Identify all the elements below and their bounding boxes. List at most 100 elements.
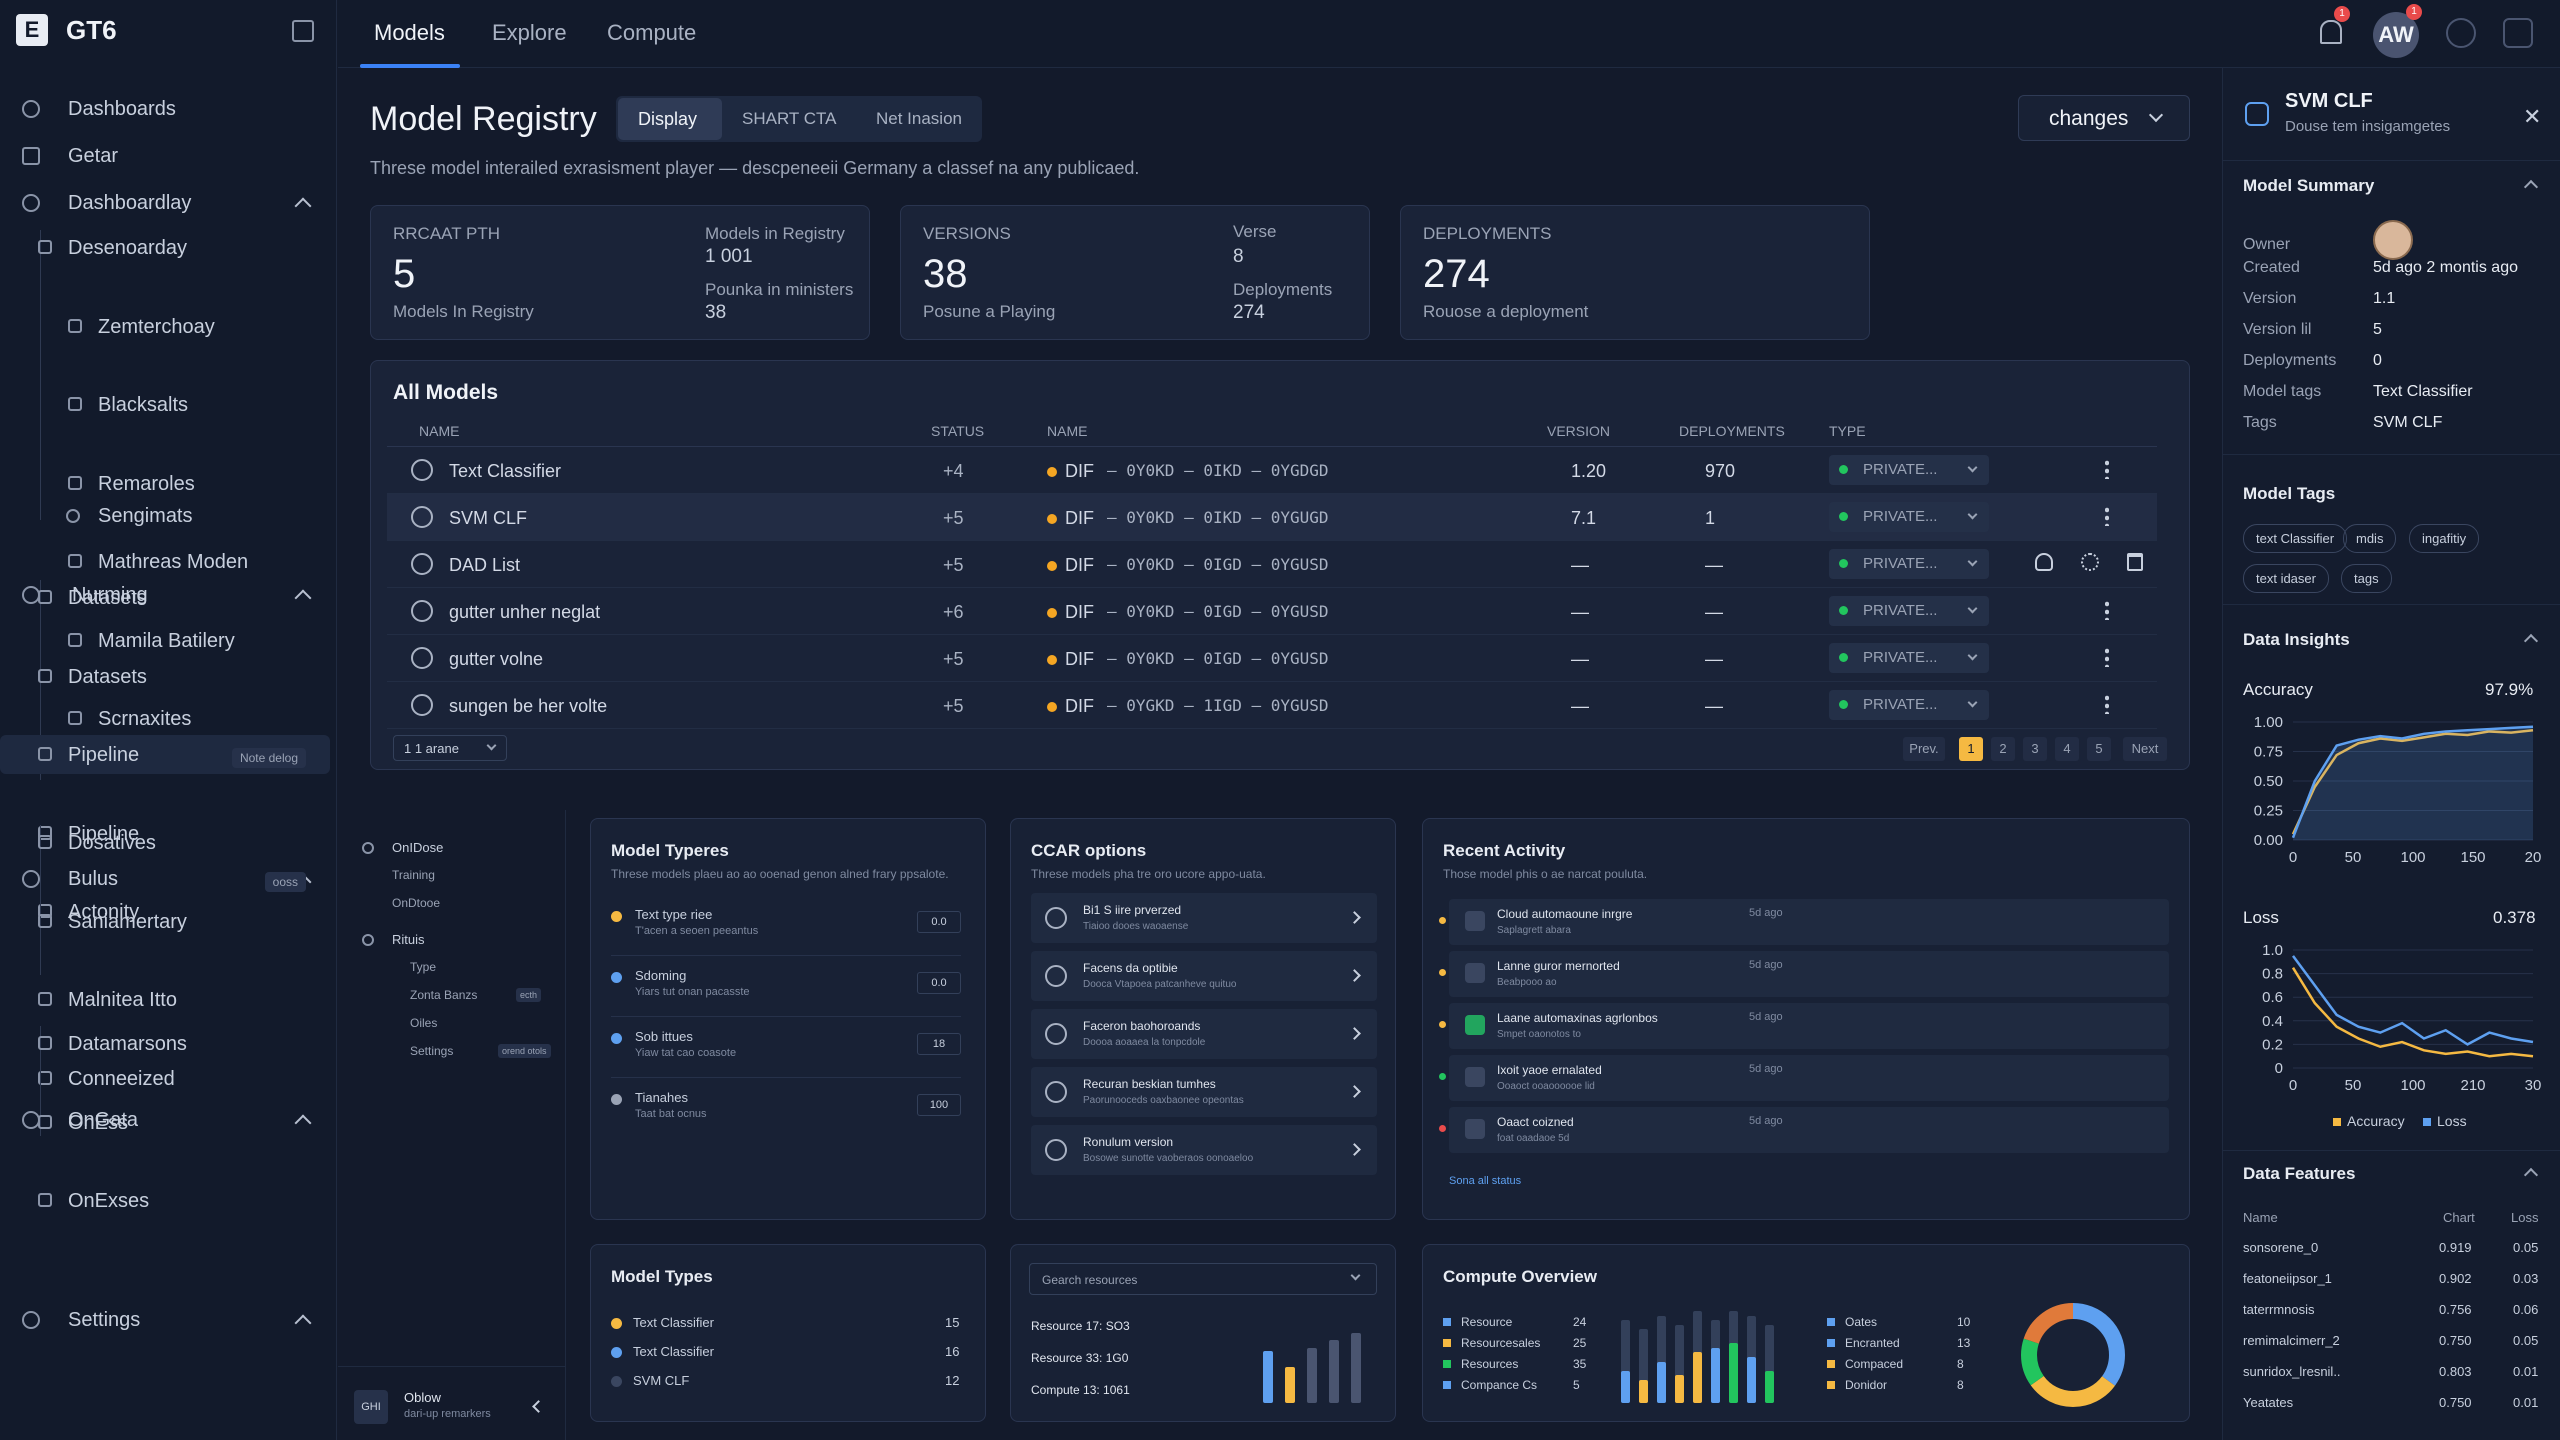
item-value[interactable]: 100 [917,1094,961,1116]
sidebar-item-onexses[interactable]: OnExses [0,1181,337,1220]
tag-chip[interactable]: text idaser [2243,564,2329,593]
list-item[interactable]: Text type riee T'acen a seoen peeantus [635,907,758,937]
tag-chip[interactable]: text Classifier [2243,524,2348,553]
chevron-up-icon[interactable] [294,197,312,215]
sidebar-item-getar[interactable]: Getar [0,137,337,176]
logo[interactable]: E GT6 [16,14,117,46]
option-item[interactable]: Bi1 S iire prverzed Tiaioo dooes waoaense [1031,893,1377,943]
filter-group-title[interactable]: Rituis [392,932,425,947]
sidebar-item-malnitea-itto[interactable]: Malnitea Itto [0,980,337,1019]
gear-icon[interactable] [2081,553,2099,571]
sidebar-item-mathreas-moden[interactable]: Mathreas Moden [0,542,337,581]
model-name[interactable]: SVM CLF [449,508,528,528]
search-resources-select[interactable]: Gearch resources [1029,1263,1377,1295]
sidebar-item-sengimats[interactable]: Sengimats [0,497,337,536]
tab-explore[interactable]: Explore [492,20,567,45]
sidebar-item-settings[interactable]: Settings [0,1301,337,1340]
sidebar-item-zemterchoay[interactable]: Zemterchoay [0,307,337,346]
pager-page[interactable]: 1 [1959,737,1983,761]
table-row[interactable]: sungen be her volte +5 DIF — 0YGKD — 1IGD —… [387,682,2157,729]
see-all-status-link[interactable]: Sona all status [1449,1175,1522,1187]
filter-item[interactable]: Zonta Banzs [410,988,478,1002]
list-item[interactable]: Sdoming Yiars tut onan pacasste [635,968,750,998]
option-item[interactable]: Facens da optibie Dooca Vtapoea patcanhev… [1031,951,1377,1001]
sidebar-item-oness[interactable]: OnEss [0,1103,337,1142]
activity-item[interactable]: Laane automaxinas agrlonbos Smpet oaonoto… [1449,1003,2169,1049]
type-select[interactable]: PRIVATE... [1829,596,1989,626]
more-menu-icon[interactable] [2105,694,2109,714]
bell-icon[interactable] [2320,20,2342,44]
item-value[interactable]: 0.0 [917,911,961,933]
pager-page[interactable]: 4 [2055,737,2079,761]
sidebar-item-datasets[interactable]: Datasets [0,578,337,617]
tag-chip[interactable]: mdis [2343,524,2397,553]
sidebar-item-conneeized[interactable]: Conneeized [0,1059,337,1098]
more-menu-icon[interactable] [2105,600,2109,620]
sidebar-item-saniamertary[interactable]: Saniamertary [0,902,337,941]
model-name[interactable]: sungen be her volte [449,696,608,716]
chevron-left-icon[interactable] [532,1400,545,1413]
table-row[interactable]: SVM CLF +5 DIF — 0Y0KD — 0IKD — 0YGUGD 7.1 1 P… [387,494,2157,541]
activity-item[interactable]: Oaact coizned foat oaadaoe 5d 5d ago [1449,1107,2169,1153]
activity-item[interactable]: Cloud automaoune inrgre Saplagrett abara 5… [1449,899,2169,945]
table-row[interactable]: Text Classifier +4 DIF — 0Y0KD — 0IKD — 0YG… [387,447,2157,494]
type-select[interactable]: PRIVATE... [1829,502,1989,532]
close-icon[interactable]: ✕ [2523,104,2542,129]
changes-dropdown[interactable]: changes [2018,95,2190,141]
model-name[interactable]: DAD List [449,555,521,575]
model-name[interactable]: gutter volne [449,649,544,669]
sidebar-item-remaroles[interactable]: Remaroles [0,464,337,503]
filter-item[interactable]: Type [410,960,437,974]
type-select[interactable]: PRIVATE... [1829,455,1989,485]
filter-item[interactable]: Training [392,868,435,882]
sidebar-section-bulus[interactable]: Bulus [0,860,337,899]
table-row[interactable]: gutter volne +5 DIF — 0Y0KD — 0IGD — 0YGUSD… [387,635,2157,682]
sidebar-item-pipeline[interactable]: Pipeline [0,814,337,853]
chevron-up-icon[interactable] [2523,179,2539,195]
list-item[interactable]: Sob ittues Yiaw tat cao coasote [635,1029,736,1059]
pager-page[interactable]: 5 [2087,737,2111,761]
info-icon[interactable] [2446,18,2476,48]
pager-prev[interactable]: Prev. [1903,737,1945,761]
filter-group-title[interactable]: OnIDose [392,840,444,855]
tab-compute[interactable]: Compute [607,20,697,45]
filter-item[interactable]: Oiles [410,1016,438,1030]
item-value[interactable]: 0.0 [917,972,961,994]
type-select[interactable]: PRIVATE... [1829,549,1989,579]
activity-item[interactable]: Ixoit yaoe ernalated Ooaoct ooaoooooe lid… [1449,1055,2169,1101]
item-value[interactable]: 18 [917,1033,961,1055]
chevron-up-icon[interactable] [2523,633,2539,649]
chevron-up-icon[interactable] [294,1314,312,1332]
more-menu-icon[interactable] [2105,506,2109,526]
pager-next[interactable]: Next [2123,737,2167,761]
option-item[interactable]: Faceron baohoroands Doooa aoaaea la tonpc… [1031,1009,1377,1059]
collapse-sidebar-icon[interactable] [292,20,314,42]
activity-item[interactable]: Lanne guror mernorted Beabpooo ao 5d ago [1449,951,2169,997]
tag-chip[interactable]: ingafitiy [2409,524,2480,553]
sidebar-item-datamarsons[interactable]: Datamarsons [0,1024,337,1063]
per-page-select[interactable]: 1 1 arane [393,735,507,761]
sidebar-item-dashboardlay[interactable]: Dashboardlay [0,184,337,223]
type-select[interactable]: PRIVATE... [1829,690,1989,720]
filter-item[interactable]: Settings [410,1044,454,1058]
trash-icon[interactable] [2127,553,2143,571]
more-menu-icon[interactable] [2105,647,2109,667]
sidebar-item-actonity[interactable]: Actonity [0,892,337,931]
sidebar-item-desenoarday[interactable]: Desenoarday [0,228,337,267]
subtab-net-inasion[interactable]: Net Inasion [876,109,962,128]
sidebar-item-blacksalts[interactable]: Blacksalts [0,385,337,424]
type-select[interactable]: PRIVATE... [1829,643,1989,673]
filter-item[interactable]: OnDtooe [392,896,441,910]
table-row[interactable]: gutter unher neglat +6 DIF — 0Y0KD — 0IGD —… [387,588,2157,635]
option-item[interactable]: Ronulum version Bosowe sunotte vaoberaos … [1031,1125,1377,1175]
sidebar-item-scrnaxites[interactable]: Scrnaxites [0,699,337,738]
tag-chip[interactable]: tags [2341,564,2392,593]
sidebar-item-mamila-batilery[interactable]: Mamila Batilery [0,621,337,660]
subtab-shart-cta[interactable]: SHART CTA [742,109,837,128]
sidebar-item-dashboards[interactable]: Dashboards [0,90,337,129]
more-menu-icon[interactable] [2105,459,2109,479]
table-row[interactable]: DAD List +5 DIF — 0Y0KD — 0IGD — 0YGUSD — — PR… [387,541,2157,588]
add-user-icon[interactable] [2035,553,2053,571]
sidebar-item-datasets[interactable]: Datasets [0,657,337,696]
subtab-display[interactable]: Display [638,109,698,129]
